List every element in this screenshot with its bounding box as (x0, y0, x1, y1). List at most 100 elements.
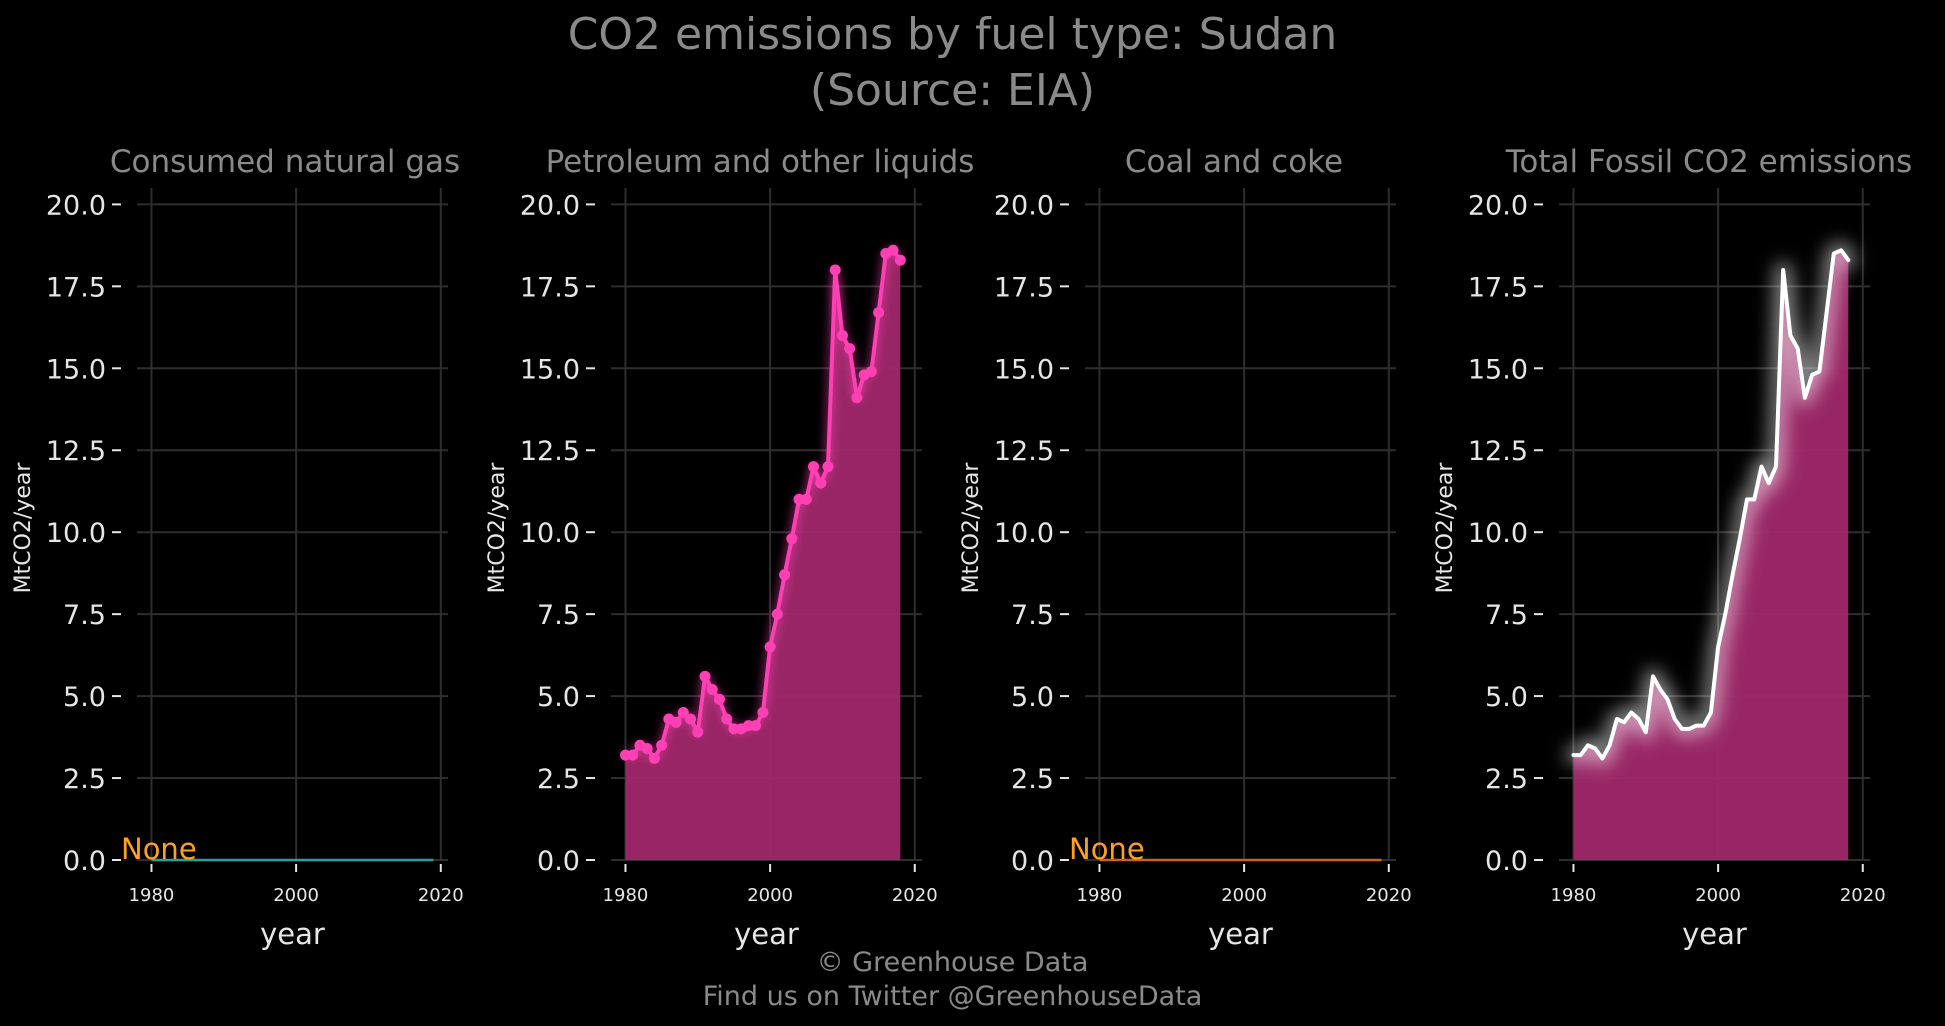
data-point (771, 608, 783, 620)
y-axis-label: MtCO2/year (959, 462, 984, 594)
data-point (627, 749, 639, 761)
data-point (670, 716, 682, 728)
y-tick-label: 17.5 (46, 272, 106, 303)
y-tick-label: 0.0 (537, 846, 580, 877)
data-point (786, 533, 798, 545)
footer-twitter: Find us on Twitter @GreenhouseData (702, 981, 1203, 1012)
data-point (764, 641, 776, 653)
y-tick-label: 2.5 (63, 764, 106, 795)
data-point (851, 392, 863, 404)
data-point (873, 307, 885, 319)
y-tick-label: 7.5 (1011, 600, 1054, 631)
data-point (887, 244, 899, 256)
data-point (656, 739, 668, 751)
y-tick-label: 0.0 (1011, 846, 1054, 877)
y-tick-label: 10.0 (520, 518, 580, 549)
series-line (1571, 248, 1851, 761)
y-tick-label: 0.0 (63, 846, 106, 877)
area-fill (1573, 250, 1849, 861)
data-point (800, 493, 812, 505)
y-tick-label: 12.5 (994, 436, 1054, 467)
panel-title: Coal and coke (1125, 144, 1343, 180)
x-tick-label: 2000 (747, 885, 793, 906)
footer-copyright: © Greenhouse Data (816, 947, 1089, 978)
x-tick-label: 2020 (1840, 885, 1886, 906)
y-tick-label: 2.5 (537, 764, 580, 795)
data-point (685, 713, 697, 725)
y-tick-label: 5.0 (1011, 682, 1054, 713)
y-tick-label: 15.0 (520, 354, 580, 385)
y-tick-label: 12.5 (520, 436, 580, 467)
data-point (808, 461, 820, 473)
data-point (865, 366, 877, 378)
data-point (692, 726, 704, 738)
none-annotation: None (121, 832, 197, 866)
x-tick-label: 1980 (1551, 885, 1597, 906)
data-point (713, 693, 725, 705)
x-axis-label: year (1682, 917, 1747, 951)
data-point (836, 330, 848, 342)
y-tick-label: 12.5 (1468, 436, 1528, 467)
y-tick-label: 17.5 (520, 272, 580, 303)
panel-title: Petroleum and other liquids (546, 144, 975, 180)
data-point (750, 720, 762, 732)
x-tick-label: 1980 (1077, 885, 1123, 906)
x-axis-label: year (260, 917, 325, 951)
x-tick-label: 2020 (418, 885, 464, 906)
y-tick-label: 5.0 (63, 682, 106, 713)
figure-title-line-1: CO2 emissions by fuel type: Sudan (567, 9, 1338, 60)
x-tick-label: 1980 (603, 885, 649, 906)
figure-title-line-2: (Source: EIA) (809, 65, 1096, 116)
area-fill (625, 250, 901, 861)
data-point (706, 684, 718, 696)
y-tick-label: 15.0 (994, 354, 1054, 385)
data-point (641, 743, 653, 755)
y-tick-label: 15.0 (1468, 354, 1528, 385)
x-tick-label: 2000 (273, 885, 319, 906)
data-point (677, 706, 689, 718)
y-tick-label: 17.5 (994, 272, 1054, 303)
data-point (699, 670, 711, 682)
y-tick-label: 20.0 (994, 190, 1054, 221)
y-tick-label: 5.0 (537, 682, 580, 713)
panel-3: 0.0 2.5 5.0 7.5 10.0 12.5 15.0 17.5 20.0 1980 2000… (959, 144, 1412, 951)
y-axis-label: MtCO2/year (1433, 462, 1458, 594)
data-point (815, 477, 827, 489)
y-tick-label: 10.0 (994, 518, 1054, 549)
panel-1: 0.0 2.5 5.0 7.5 10.0 12.5 15.0 17.5 20.0 1980 2000… (11, 144, 464, 951)
data-point (822, 461, 834, 473)
data-point (648, 752, 660, 764)
y-tick-label: 2.5 (1485, 764, 1528, 795)
y-axis-label: MtCO2/year (485, 462, 510, 594)
y-tick-label: 17.5 (1468, 272, 1528, 303)
y-tick-label: 5.0 (1485, 682, 1528, 713)
y-tick-label: 7.5 (537, 600, 580, 631)
panel-4: 0.0 2.5 5.0 7.5 10.0 12.5 15.0 17.5 20.0 1980 2000… (1433, 144, 1912, 951)
y-tick-label: 10.0 (1468, 518, 1528, 549)
data-point (844, 343, 856, 355)
y-axis-label: MtCO2/year (11, 462, 36, 594)
y-tick-label: 20.0 (520, 190, 580, 221)
y-tick-label: 7.5 (1485, 600, 1528, 631)
panel-title: Total Fossil CO2 emissions (1505, 144, 1913, 180)
data-point (721, 713, 733, 725)
x-tick-label: 2000 (1695, 885, 1741, 906)
y-tick-label: 10.0 (46, 518, 106, 549)
y-tick-label: 20.0 (1468, 190, 1528, 221)
x-axis-label: year (734, 917, 799, 951)
x-tick-label: 1980 (129, 885, 175, 906)
x-tick-label: 2000 (1221, 885, 1267, 906)
data-point (829, 264, 841, 276)
x-axis-label: year (1208, 917, 1273, 951)
y-tick-label: 2.5 (1011, 764, 1054, 795)
panel-2: 0.0 2.5 5.0 7.5 10.0 12.5 15.0 17.5 20.0 1980 2000… (485, 144, 974, 951)
x-tick-label: 2020 (892, 885, 938, 906)
y-tick-label: 7.5 (63, 600, 106, 631)
panel-title: Consumed natural gas (110, 144, 460, 180)
data-point (894, 254, 906, 266)
y-tick-label: 0.0 (1485, 846, 1528, 877)
data-point (779, 569, 791, 581)
x-tick-label: 2020 (1366, 885, 1412, 906)
data-point (757, 706, 769, 718)
